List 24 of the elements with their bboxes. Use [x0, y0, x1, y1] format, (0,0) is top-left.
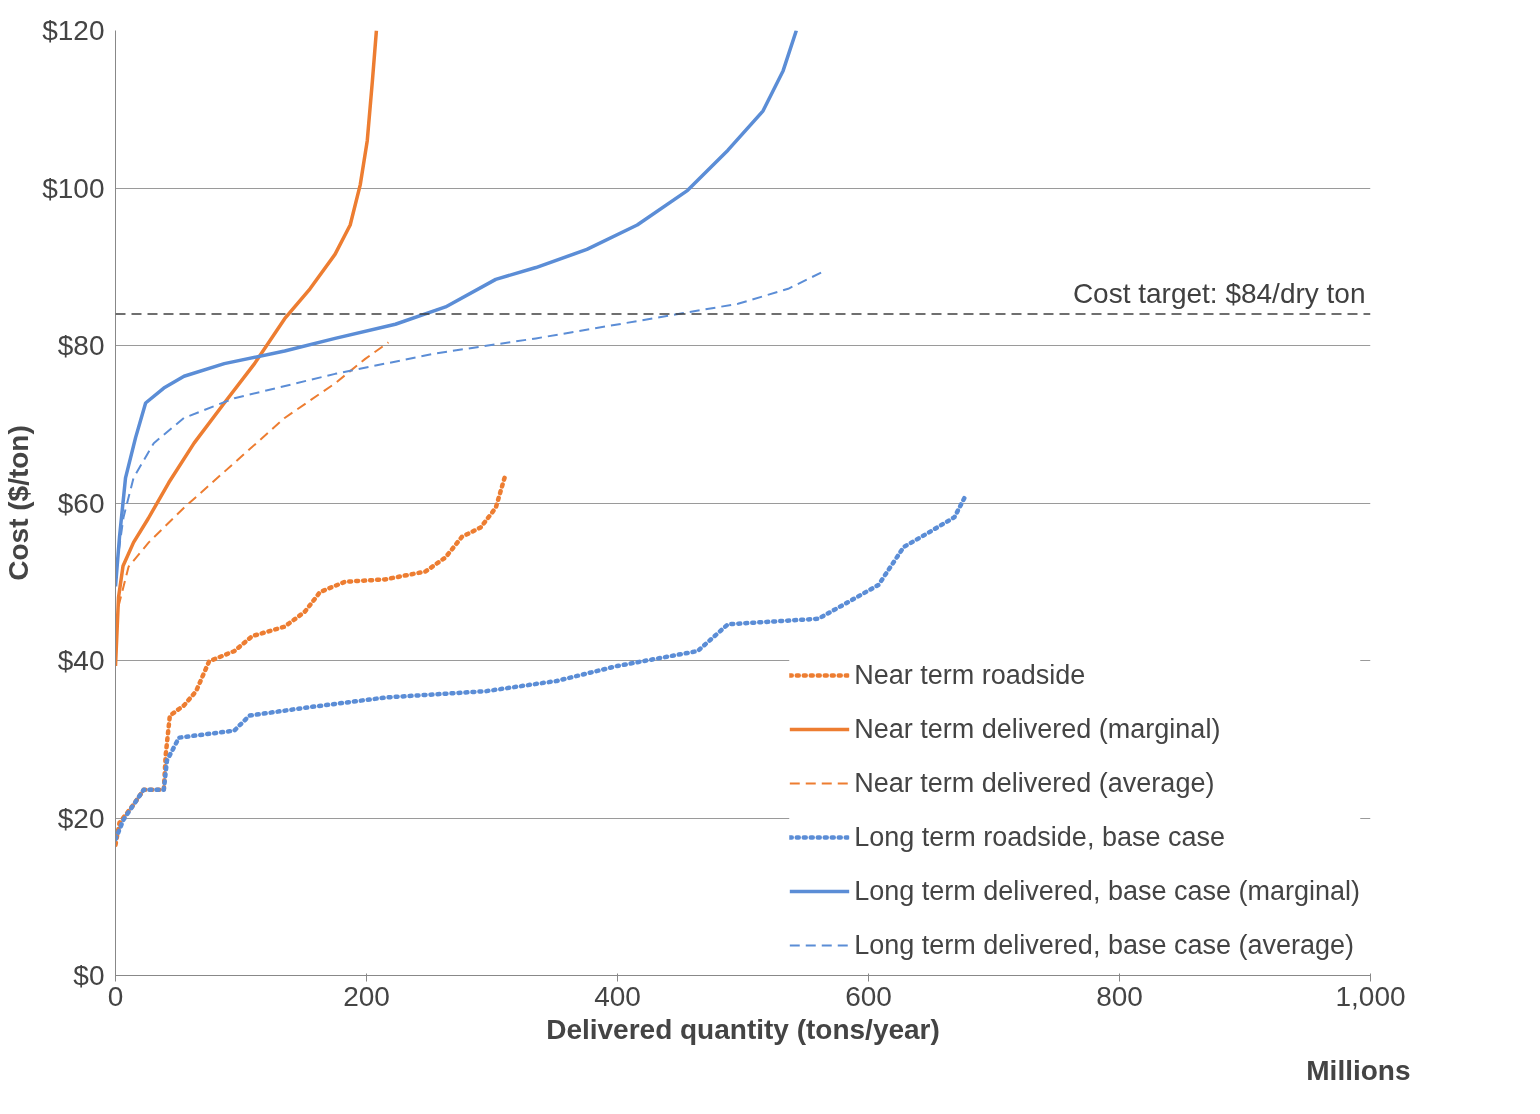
- y-tick-label: $0: [73, 960, 105, 991]
- x-tick-label: 800: [1096, 980, 1143, 1012]
- y-tick-label: $80: [57, 330, 105, 361]
- y-tick-label: $60: [57, 487, 105, 519]
- y-axis-title: Cost ($/ton): [3, 425, 35, 581]
- legend-label: Near term delivered (marginal): [854, 712, 1221, 746]
- y-tick-label: $100: [42, 172, 105, 204]
- legend-label: Long term delivered, base case (average): [854, 928, 1355, 962]
- y-tick-label: $120: [42, 15, 105, 46]
- legend-label: Long term delivered, base case (marginal): [854, 874, 1360, 908]
- x-tick-label: 1,000: [1335, 980, 1406, 1012]
- x-tick-label: 0: [107, 980, 124, 1012]
- x-tick-label: 600: [845, 980, 892, 1012]
- line-series: [115, 475, 507, 848]
- text: Millions: [1306, 1054, 1411, 1086]
- y-tick-label: $20: [57, 802, 105, 834]
- legend-label: Long term roadside, base case: [854, 820, 1225, 854]
- ref-line-label: Cost target: $84/dry ton: [1072, 278, 1366, 309]
- x-tick-label: 400: [594, 980, 641, 1012]
- x-axis-title: Delivered quantity (tons/year): [546, 1013, 940, 1045]
- legend-label: Near term roadside: [854, 658, 1086, 692]
- x-tick-label: 200: [343, 980, 390, 1012]
- legend-label: Near term delivered (average): [854, 766, 1215, 800]
- y-tick-label: $40: [57, 645, 105, 676]
